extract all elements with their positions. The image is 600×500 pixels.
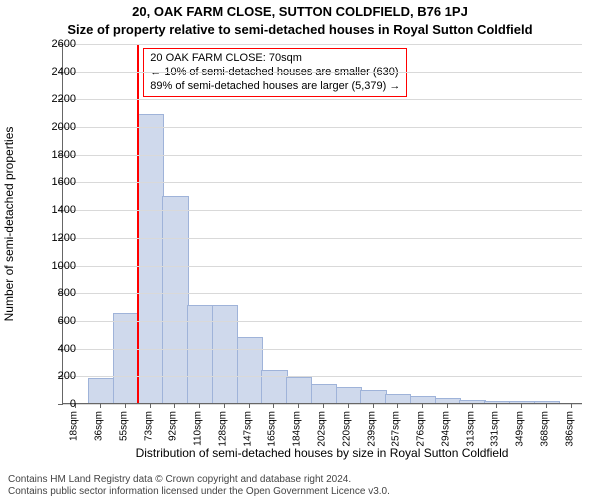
x-tick-label: 386sqm xyxy=(564,411,575,447)
x-axis-caption: Distribution of semi-detached houses by … xyxy=(62,446,582,460)
grid-line xyxy=(63,127,582,128)
y-tick-label: 2000 xyxy=(26,121,76,133)
x-tick-mark xyxy=(150,403,151,408)
y-tick-label: 2200 xyxy=(26,93,76,105)
x-tick-label: 368sqm xyxy=(539,411,550,447)
x-tick-label: 165sqm xyxy=(267,411,278,447)
y-tick-label: 800 xyxy=(26,287,76,299)
x-tick-label: 220sqm xyxy=(341,411,352,447)
y-tick-label: 600 xyxy=(26,315,76,327)
x-tick-mark xyxy=(174,403,175,408)
y-tick-label: 1200 xyxy=(26,232,76,244)
x-tick-label: 128sqm xyxy=(217,411,228,447)
x-tick-mark xyxy=(521,403,522,408)
grid-line xyxy=(63,155,582,156)
x-tick-label: 349sqm xyxy=(515,411,526,447)
grid-line xyxy=(63,44,582,45)
x-tick-mark xyxy=(447,403,448,408)
x-tick-mark xyxy=(224,403,225,408)
x-tick-mark xyxy=(323,403,324,408)
x-tick-mark xyxy=(571,403,572,408)
x-tick-mark xyxy=(348,403,349,408)
x-tick-label: 18sqm xyxy=(69,411,80,441)
histogram-bar xyxy=(435,398,461,403)
x-tick-mark xyxy=(125,403,126,408)
histogram-bar xyxy=(212,305,238,403)
x-tick-label: 294sqm xyxy=(440,411,451,447)
y-tick-label: 1600 xyxy=(26,176,76,188)
grid-line xyxy=(63,182,582,183)
histogram-bar xyxy=(162,196,188,403)
histogram-bar xyxy=(336,387,362,403)
grid-line xyxy=(63,99,582,100)
x-tick-mark xyxy=(100,403,101,408)
grid-line xyxy=(63,210,582,211)
grid-line xyxy=(63,72,582,73)
histogram-bar xyxy=(286,377,312,403)
x-tick-mark xyxy=(298,403,299,408)
x-tick-mark xyxy=(496,403,497,408)
x-tick-label: 276sqm xyxy=(416,411,427,447)
x-tick-label: 73sqm xyxy=(143,411,154,441)
x-tick-label: 239sqm xyxy=(366,411,377,447)
histogram-bar xyxy=(311,384,337,403)
x-tick-mark xyxy=(422,403,423,408)
histogram-plot: 20 OAK FARM CLOSE: 70sqm ← 10% of semi-d… xyxy=(62,44,582,404)
x-tick-mark xyxy=(546,403,547,408)
grid-line xyxy=(63,321,582,322)
x-tick-label: 257sqm xyxy=(391,411,402,447)
grid-line xyxy=(63,349,582,350)
y-tick-label: 200 xyxy=(26,370,76,382)
x-tick-mark xyxy=(199,403,200,408)
x-tick-mark xyxy=(249,403,250,408)
histogram-bar xyxy=(113,313,139,403)
callout-line3: 89% of semi-detached houses are larger (… xyxy=(150,80,400,94)
histogram-bar xyxy=(385,394,411,403)
histogram-bar xyxy=(534,401,560,403)
page-title-line2: Size of property relative to semi-detach… xyxy=(0,22,600,37)
histogram-bar xyxy=(360,390,386,403)
x-tick-label: 331sqm xyxy=(490,411,501,447)
histogram-bar xyxy=(459,400,485,403)
histogram-bar xyxy=(261,370,287,403)
x-tick-label: 313sqm xyxy=(465,411,476,447)
y-tick-label: 1800 xyxy=(26,149,76,161)
x-tick-label: 55sqm xyxy=(118,411,129,441)
y-tick-label: 2400 xyxy=(26,66,76,78)
footer-line1: Contains HM Land Registry data © Crown c… xyxy=(8,474,592,486)
x-tick-label: 110sqm xyxy=(193,411,204,446)
x-tick-mark xyxy=(373,403,374,408)
x-tick-mark xyxy=(397,403,398,408)
x-tick-label: 202sqm xyxy=(317,411,328,447)
x-tick-mark xyxy=(472,403,473,408)
x-tick-label: 36sqm xyxy=(94,411,105,441)
histogram-bar xyxy=(237,337,263,403)
page-title-line1: 20, OAK FARM CLOSE, SUTTON COLDFIELD, B7… xyxy=(0,4,600,19)
grid-line xyxy=(63,293,582,294)
x-tick-label: 92sqm xyxy=(168,411,179,441)
footer-attribution: Contains HM Land Registry data © Crown c… xyxy=(8,474,592,498)
footer-line2: Contains public sector information licen… xyxy=(8,486,592,498)
callout-line1: 20 OAK FARM CLOSE: 70sqm xyxy=(150,52,400,66)
histogram-bar xyxy=(187,305,213,403)
x-tick-label: 184sqm xyxy=(292,411,303,447)
histogram-bar xyxy=(138,114,164,403)
grid-line xyxy=(63,376,582,377)
y-tick-label: 400 xyxy=(26,343,76,355)
y-tick-label: 1400 xyxy=(26,204,76,216)
y-tick-label: 1000 xyxy=(26,260,76,272)
y-tick-label: 2600 xyxy=(26,38,76,50)
grid-line xyxy=(63,238,582,239)
histogram-bar xyxy=(88,378,114,403)
grid-line xyxy=(63,266,582,267)
x-tick-label: 147sqm xyxy=(242,411,253,447)
y-axis-label: Number of semi-detached properties xyxy=(2,44,16,404)
y-tick-label: 0 xyxy=(26,398,76,410)
x-tick-mark xyxy=(273,403,274,408)
